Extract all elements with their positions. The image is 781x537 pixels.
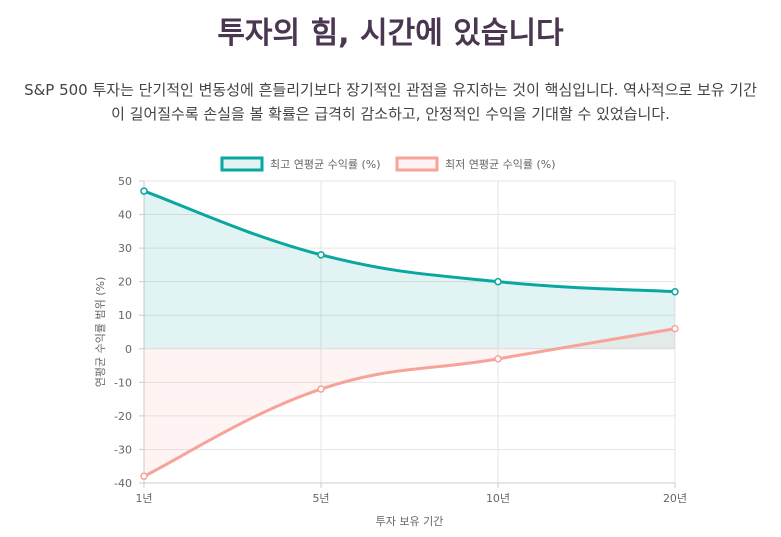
- y-tick-label: 0: [125, 343, 132, 356]
- description-line-1: S&P 500 투자는 단기적인 변동성에 흔들리기보다 장기적인 관점을 유지…: [24, 81, 757, 99]
- series-1-point[interactable]: [317, 251, 325, 259]
- page-title: 투자의 힘, 시간에 있습니다: [217, 16, 564, 51]
- legend-label-2[interactable]: 최저 연평균 수익률 (%): [445, 158, 555, 171]
- series-2-line: [143, 327, 676, 478]
- y-tick-label: -30: [114, 443, 132, 456]
- series-2-point[interactable]: [671, 324, 679, 333]
- series-1-point[interactable]: [671, 287, 679, 296]
- legend-swatch-2[interactable]: [395, 156, 439, 172]
- series-1-line: [143, 189, 676, 294]
- y-tick-label: -10: [114, 376, 132, 389]
- y-tick-label: -40: [114, 477, 132, 490]
- series-2-area: [144, 328, 675, 477]
- y-tick-label: 50: [118, 175, 132, 188]
- x-tick-label: 10년: [486, 492, 510, 505]
- x-tick-label: 5년: [312, 492, 329, 505]
- y-tick-label: 20: [118, 276, 132, 289]
- x-tick-label: 20년: [663, 492, 687, 505]
- x-axis-title: 투자 보유 기간: [376, 515, 444, 528]
- y-axis-title: 연평균 수익률 범위 (%): [94, 277, 107, 387]
- description-line-2: 이 길어질수록 손실을 볼 확률은 급격히 감소하고, 안정적인 수익을 기대할…: [111, 105, 670, 123]
- series-1-point[interactable]: [140, 187, 148, 195]
- y-tick-label: -20: [114, 410, 132, 423]
- series-1-point[interactable]: [494, 277, 502, 286]
- y-tick-label: 40: [118, 209, 132, 222]
- y-tick-label: 10: [118, 309, 132, 322]
- legend-swatch-1[interactable]: [220, 156, 264, 172]
- page-description: S&P 500 투자는 단기적인 변동성에 흔들리기보다 장기적인 관점을 유지…: [0, 78, 781, 126]
- series-2-point[interactable]: [494, 355, 502, 363]
- y-tick-label: 30: [118, 242, 132, 255]
- legend-label-1[interactable]: 최고 연평균 수익률 (%): [270, 158, 380, 171]
- x-tick-label: 1년: [135, 492, 152, 505]
- series-2-point[interactable]: [140, 472, 148, 481]
- series-2-point[interactable]: [317, 385, 325, 393]
- series-1-area: [144, 191, 675, 349]
